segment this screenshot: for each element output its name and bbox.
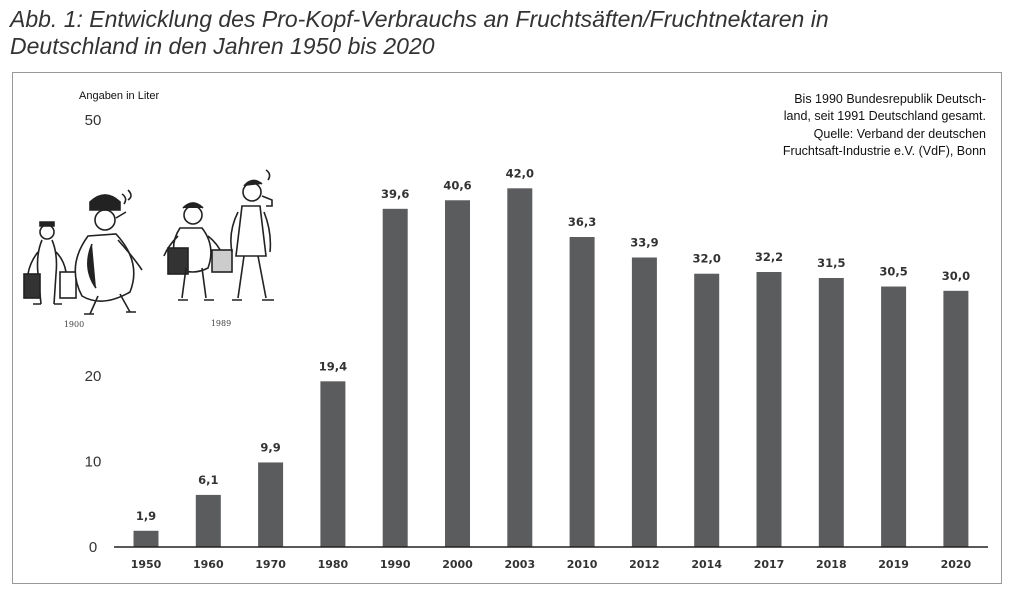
figure-title-line-1: Abb. 1: Entwicklung des Pro-Kopf-Verbrau… <box>10 6 829 32</box>
x-tick-label-2018: 2018 <box>816 558 847 571</box>
bar-2010 <box>569 236 595 548</box>
x-axis-ticks: 1950 1960 1970 1980 1990 2000 2003 2010 2012 2014… <box>131 558 972 571</box>
data-label-2018: 31,5 <box>817 256 845 270</box>
bar-1990 <box>382 208 408 548</box>
bar-2012 <box>631 257 657 547</box>
x-tick-label-2010: 2010 <box>567 558 598 571</box>
x-tick-label-2020: 2020 <box>941 558 972 571</box>
cartoon-1900-illustration <box>23 189 143 315</box>
data-label-2012: 33,9 <box>630 235 658 249</box>
source-note-line-1: Bis 1990 Bundesrepublik Deutsch- <box>794 92 986 106</box>
data-label-2020: 30,0 <box>942 269 970 283</box>
source-note-line-4: Fruchtsaft-Industrie e.V. (VdF), Bonn <box>783 144 986 158</box>
figure-title: Abb. 1: Entwicklung des Pro-Kopf-Verbrau… <box>10 6 1000 60</box>
data-labels: 1,9 6,1 9,9 19,4 39,6 40,6 42,0 36,3 33,9 32,0 32,… <box>136 166 970 522</box>
y-axis-ticks: 0 10 20 50 <box>85 112 102 556</box>
x-tick-label-2014: 2014 <box>691 558 722 571</box>
cartoon-year-1900: 1900 <box>64 320 84 329</box>
figure-title-line-2: Deutschland in den Jahren 1950 bis 2020 <box>10 33 435 59</box>
y-tick-label: 50 <box>85 112 102 129</box>
x-tick-label-1990: 1990 <box>380 558 411 571</box>
bar-2020 <box>943 290 969 547</box>
x-tick-label-1980: 1980 <box>318 558 349 571</box>
bar-2018 <box>818 277 844 547</box>
cartoon-1989-illustration <box>163 169 274 301</box>
y-axis-label: Angaben in Liter <box>79 90 159 102</box>
data-label-2010: 36,3 <box>568 215 596 229</box>
data-label-2014: 32,0 <box>693 252 721 266</box>
data-label-2000: 40,6 <box>443 178 471 192</box>
bar-1980 <box>320 381 346 547</box>
data-label-1950: 1,9 <box>136 509 156 523</box>
bar-1960 <box>195 494 221 547</box>
bars <box>133 188 969 548</box>
cartoon-year-1989: 1989 <box>211 319 231 328</box>
bar-2014 <box>694 273 720 547</box>
x-tick-label-2003: 2003 <box>504 558 535 571</box>
data-label-1980: 19,4 <box>319 359 347 373</box>
bar-2017 <box>756 272 782 547</box>
bar-1970 <box>258 462 284 547</box>
bar-2000 <box>445 200 470 547</box>
x-tick-label-2012: 2012 <box>629 558 660 571</box>
data-label-1960: 6,1 <box>198 473 218 487</box>
x-tick-label-2000: 2000 <box>442 558 473 571</box>
bar-1950 <box>133 530 159 547</box>
data-label-2003: 42,0 <box>506 166 534 180</box>
x-tick-label-2019: 2019 <box>878 558 909 571</box>
y-tick-label: 10 <box>85 454 102 471</box>
data-label-1970: 9,9 <box>260 440 280 454</box>
data-label-2017: 32,2 <box>755 250 783 264</box>
bar-2003 <box>507 188 533 547</box>
x-tick-label-1960: 1960 <box>193 558 224 571</box>
x-tick-label-2017: 2017 <box>754 558 785 571</box>
source-note-line-3: Quelle: Verband der deutschen <box>814 127 986 141</box>
x-tick-label-1950: 1950 <box>131 558 162 571</box>
bar-2019 <box>881 286 907 547</box>
data-label-1990: 39,6 <box>381 187 409 201</box>
y-tick-label: 20 <box>85 368 102 385</box>
y-tick-label: 0 <box>89 539 97 556</box>
data-label-2019: 30,5 <box>879 265 907 279</box>
source-note: Bis 1990 Bundesrepublik Deutsch- land, s… <box>783 92 986 158</box>
source-note-line-2: land, seit 1991 Deutschland gesamt. <box>784 109 986 123</box>
x-tick-label-1970: 1970 <box>255 558 286 571</box>
